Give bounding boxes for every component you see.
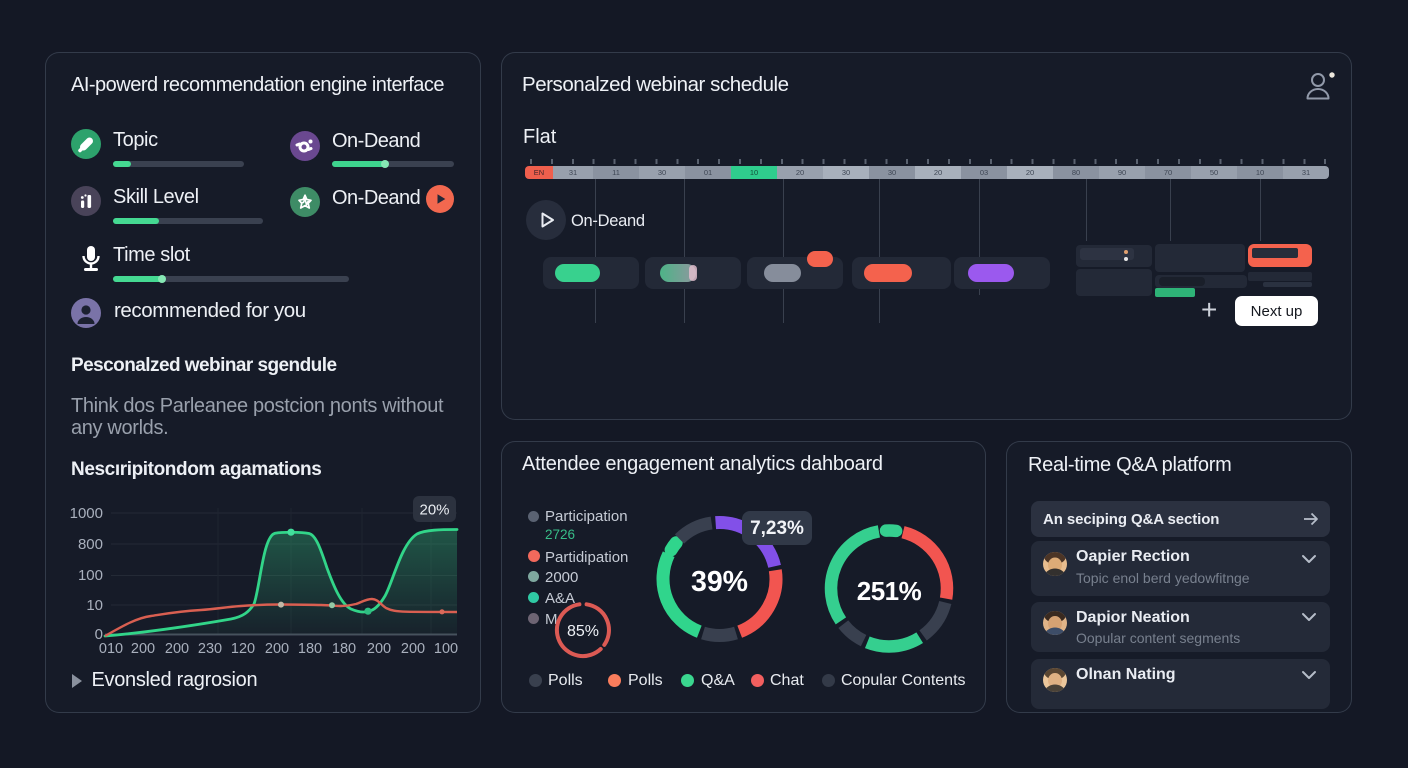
svg-text:800: 800 bbox=[78, 536, 103, 553]
svg-text:100: 100 bbox=[434, 641, 458, 657]
svg-text:10: 10 bbox=[86, 597, 103, 614]
svg-text:1000: 1000 bbox=[70, 505, 103, 522]
svg-text:120: 120 bbox=[231, 641, 255, 657]
svg-text:200: 200 bbox=[131, 641, 155, 657]
svg-text:200: 200 bbox=[401, 641, 425, 657]
svg-text:010: 010 bbox=[99, 641, 123, 657]
svg-text:7,23%: 7,23% bbox=[750, 518, 804, 539]
svg-text:100: 100 bbox=[78, 567, 103, 584]
svg-text:39%: 39% bbox=[691, 566, 748, 598]
svg-text:251%: 251% bbox=[857, 576, 922, 606]
svg-text:180: 180 bbox=[332, 641, 356, 657]
svg-text:200: 200 bbox=[165, 641, 189, 657]
svg-text:0: 0 bbox=[95, 626, 103, 643]
svg-text:180: 180 bbox=[298, 641, 322, 657]
svg-text:200: 200 bbox=[265, 641, 289, 657]
svg-text:200: 200 bbox=[367, 641, 391, 657]
svg-text:85%: 85% bbox=[567, 623, 599, 640]
svg-text:20%: 20% bbox=[419, 502, 449, 519]
svg-text:230: 230 bbox=[198, 641, 222, 657]
